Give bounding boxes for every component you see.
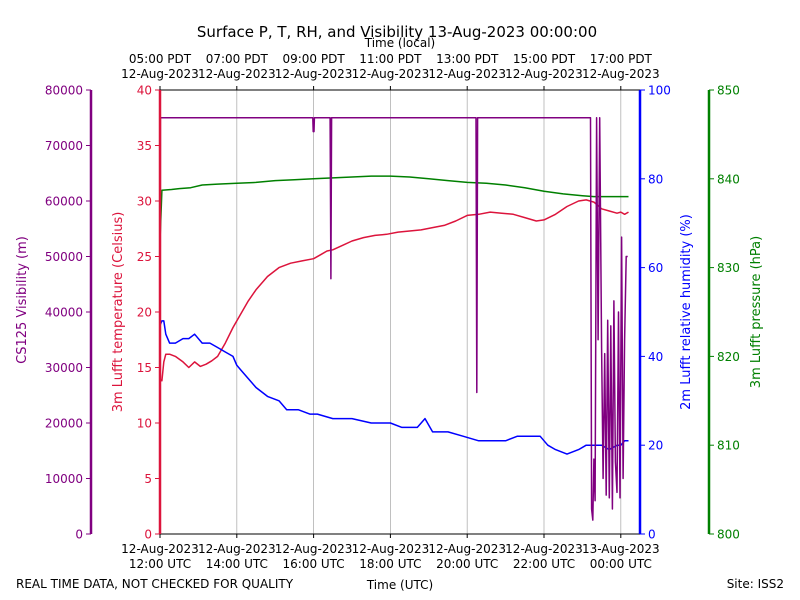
pres-tick-label: 820 — [717, 350, 740, 364]
top-tick-date: 12-Aug-2023 — [428, 67, 506, 81]
top-tick-time: 07:00 PDT — [206, 52, 269, 66]
vis-tick-label: 10000 — [45, 472, 83, 486]
series-line-rh — [159, 320, 629, 455]
vis-tick-label: 50000 — [45, 250, 83, 264]
top-axis-label: Time (local) — [364, 36, 436, 50]
x-tick-time: 16:00 UTC — [283, 557, 345, 571]
top-tick-date: 12-Aug-2023 — [352, 67, 430, 81]
temp-tick-label: 5 — [144, 472, 152, 486]
x-axis-label: Time (UTC) — [366, 578, 433, 592]
rh-tick-label: 20 — [648, 439, 663, 453]
top-tick-time: 15:00 PDT — [513, 52, 576, 66]
temp-tick-label: 15 — [137, 361, 152, 375]
temp-tick-label: 20 — [137, 306, 152, 320]
temp-tick-label: 25 — [137, 250, 152, 264]
x-tick-time: 22:00 UTC — [513, 557, 575, 571]
plot-series — [159, 117, 629, 535]
axes: 0100002000030000400005000060000700008000… — [15, 84, 764, 542]
temp-tick-label: 40 — [137, 84, 152, 98]
chart-title: Surface P, T, RH, and Visibility 13-Aug-… — [197, 23, 597, 41]
x-tick-date: 13-Aug-2023 — [582, 542, 660, 556]
x-tick-date: 12-Aug-2023 — [352, 542, 430, 556]
series-line-temp — [159, 199, 629, 382]
pres-axis-label: 3m Lufft pressure (hPa) — [749, 236, 764, 388]
temp-tick-label: 10 — [137, 417, 152, 431]
x-tick-time: 00:00 UTC — [590, 557, 652, 571]
top-tick-time: 17:00 PDT — [590, 52, 653, 66]
x-tick-date: 12-Aug-2023 — [275, 542, 353, 556]
vis-tick-label: 60000 — [45, 195, 83, 209]
temp-tick-label: 0 — [144, 528, 152, 542]
series-line-vis — [159, 117, 628, 535]
vis-tick-label: 70000 — [45, 139, 83, 153]
series-line-pres — [159, 175, 629, 242]
top-tick-time: 09:00 PDT — [282, 52, 345, 66]
temp-tick-label: 35 — [137, 139, 152, 153]
pres-tick-label: 830 — [717, 261, 740, 275]
rh-tick-label: 60 — [648, 261, 663, 275]
temp-axis-label: 3m Lufft temperature (Celsius) — [111, 212, 126, 413]
top-tick-time: 05:00 PDT — [129, 52, 192, 66]
x-tick-date: 12-Aug-2023 — [198, 542, 276, 556]
top-tick-time: 13:00 PDT — [436, 52, 499, 66]
top-tick-date: 12-Aug-2023 — [505, 67, 583, 81]
rh-tick-label: 40 — [648, 350, 663, 364]
pres-tick-label: 810 — [717, 439, 740, 453]
vis-tick-label: 40000 — [45, 306, 83, 320]
vis-axis-label: CS125 Visibility (m) — [15, 236, 30, 364]
vis-tick-label: 30000 — [45, 361, 83, 375]
vis-tick-label: 20000 — [45, 417, 83, 431]
rh-axis-label: 2m Lufft relative humidity (%) — [679, 214, 694, 410]
pres-tick-label: 850 — [717, 84, 740, 98]
x-tick-date: 12-Aug-2023 — [121, 542, 199, 556]
x-tick-time: 18:00 UTC — [359, 557, 421, 571]
site-label: Site: ISS2 — [727, 577, 784, 591]
top-tick-date: 12-Aug-2023 — [198, 67, 276, 81]
pres-tick-label: 840 — [717, 172, 740, 186]
rh-tick-label: 80 — [648, 172, 663, 186]
top-tick-date: 12-Aug-2023 — [275, 67, 353, 81]
x-tick-time: 12:00 UTC — [129, 557, 191, 571]
top-tick-date: 12-Aug-2023 — [582, 67, 660, 81]
rh-tick-label: 100 — [648, 84, 671, 98]
x-tick-time: 14:00 UTC — [206, 557, 268, 571]
quality-note: REAL TIME DATA, NOT CHECKED FOR QUALITY — [16, 577, 294, 591]
x-tick-time: 20:00 UTC — [436, 557, 498, 571]
vis-tick-label: 0 — [75, 528, 83, 542]
top-tick-time: 11:00 PDT — [359, 52, 422, 66]
rh-tick-label: 0 — [648, 528, 656, 542]
vis-tick-label: 80000 — [45, 84, 83, 98]
x-tick-date: 12-Aug-2023 — [505, 542, 583, 556]
top-tick-date: 12-Aug-2023 — [121, 67, 199, 81]
pres-tick-label: 800 — [717, 528, 740, 542]
temp-tick-label: 30 — [137, 195, 152, 209]
x-tick-date: 12-Aug-2023 — [428, 542, 506, 556]
